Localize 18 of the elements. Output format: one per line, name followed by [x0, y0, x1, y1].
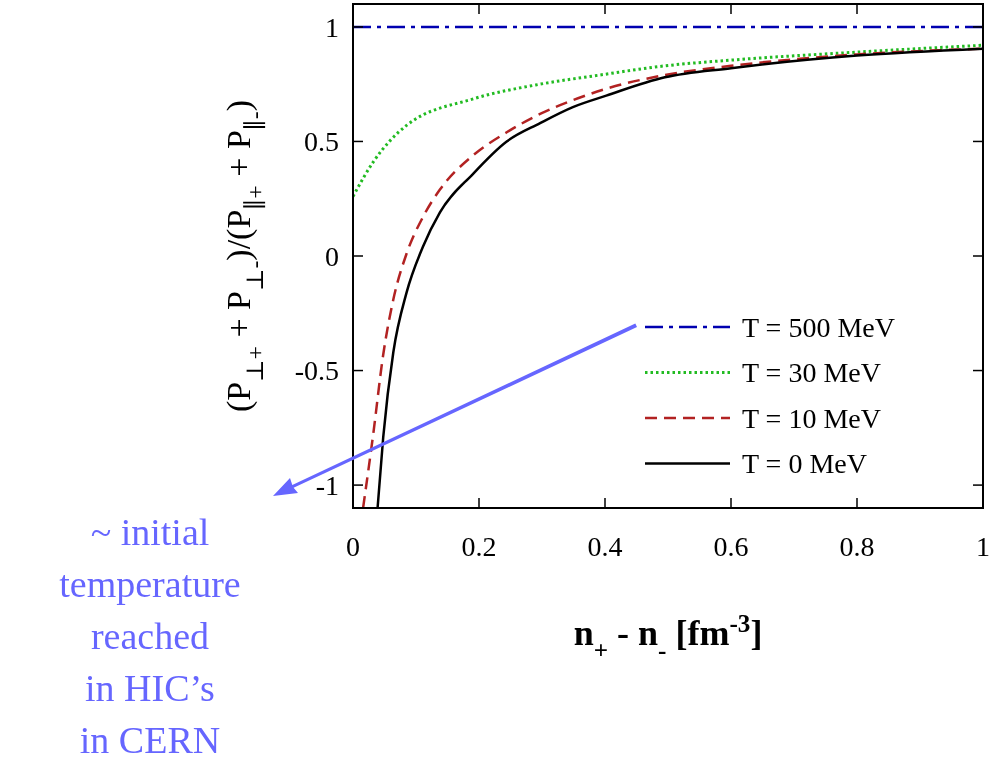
- legend-label: T = 500 MeV: [742, 311, 895, 343]
- x-tick-label: 0.4: [587, 531, 623, 562]
- line-series: [353, 43, 983, 198]
- y-tick-label: 0.5: [304, 126, 339, 158]
- x-tick-label: 0.2: [461, 531, 497, 562]
- legend-label: T = 0 MeV: [742, 448, 867, 480]
- x-tick-label: 1: [976, 531, 990, 562]
- x-tick-label: 0: [346, 531, 360, 562]
- y-tick-label: 0: [325, 240, 339, 272]
- y-tick-label: -1: [315, 469, 339, 501]
- y-tick-label: 1: [325, 11, 339, 43]
- legend-label: T = 10 MeV: [742, 402, 881, 434]
- legend-label: T = 30 MeV: [742, 357, 881, 389]
- x-tick-label: 0.6: [713, 531, 749, 562]
- x-tick-label: 0.8: [839, 531, 875, 562]
- x-axis-title: n$_{+}$ - n$_{-}$ [fm$^{-3}$]: [573, 609, 763, 664]
- y-tick-label: -0.5: [294, 355, 339, 387]
- text: ~ initial temperature reached in HIC’s in CERN: [59, 511, 241, 761]
